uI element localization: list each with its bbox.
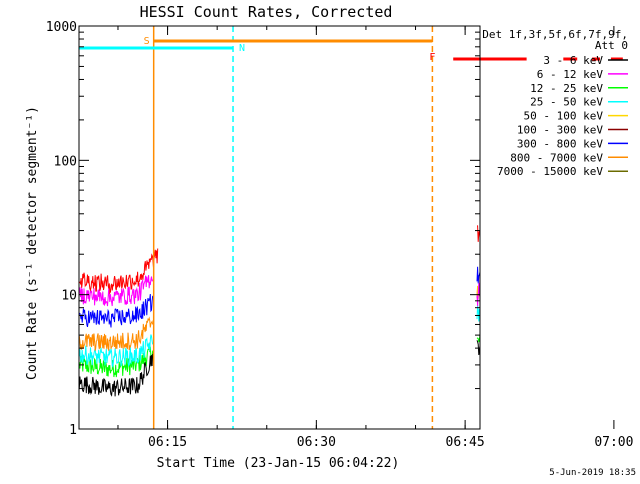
x-tick-label-1: 06:30 <box>297 435 336 450</box>
legend-label-7: 800 - 7000 keV <box>510 151 603 164</box>
x-axis-label: Start Time (23-Jan-15 06:04:22) <box>157 456 400 471</box>
legend-header-1: Att 0 <box>595 39 628 52</box>
y-axis-label: Count Rate (s⁻¹ detector segment⁻¹) <box>25 106 40 380</box>
legend-label-4: 50 - 100 keV <box>524 110 604 123</box>
legend-label-5: 100 - 300 keV <box>517 124 603 137</box>
saa-start-label: S <box>144 36 150 47</box>
y-tick-label-3: 1000 <box>46 20 77 35</box>
y-tick-label-2: 100 <box>54 154 77 169</box>
footer-timestamp: 5-Jun-2019 18:35 <box>549 468 636 478</box>
y-tick-label-1: 10 <box>61 289 77 304</box>
legend-label-0: 3 - 6 keV <box>543 54 603 67</box>
x-tick-label-2: 06:45 <box>446 435 485 450</box>
legend-label-2: 12 - 25 keV <box>530 82 603 95</box>
legend-label-1: 6 - 12 keV <box>537 68 604 81</box>
legend-header-0: Det 1f,3f,5f,6f,7f,9f, <box>482 28 628 41</box>
saa-end-label: F <box>429 52 435 63</box>
legend-label-3: 25 - 50 keV <box>530 96 603 109</box>
plot-frame <box>78 25 481 430</box>
series-line-12-25-kev-0 <box>79 345 154 378</box>
series-line-6-12-kev-0 <box>79 275 154 307</box>
series-line-3-6-kev-0 <box>79 353 154 397</box>
series-line-300-800-kev-0 <box>79 293 154 328</box>
day-bar-label-0: N <box>239 43 245 54</box>
series-line-25-50-kev-0 <box>79 334 154 369</box>
plot-inner <box>79 225 480 397</box>
plot-area: N S F <box>79 26 623 429</box>
series-line-unlabeled-0 <box>79 248 159 295</box>
legend-label-6: 300 - 800 keV <box>517 137 603 150</box>
x-tick-label-3: 07:00 <box>594 435 633 450</box>
y-tick-label-0: 1 <box>69 423 77 438</box>
x-tick-label-0: 06:15 <box>148 435 187 450</box>
series-line-800-7000-kev-0 <box>79 316 154 351</box>
legend-label-8: 7000 - 15000 keV <box>497 165 603 178</box>
chart-title: HESSI Count Rates, Corrected <box>140 3 393 21</box>
